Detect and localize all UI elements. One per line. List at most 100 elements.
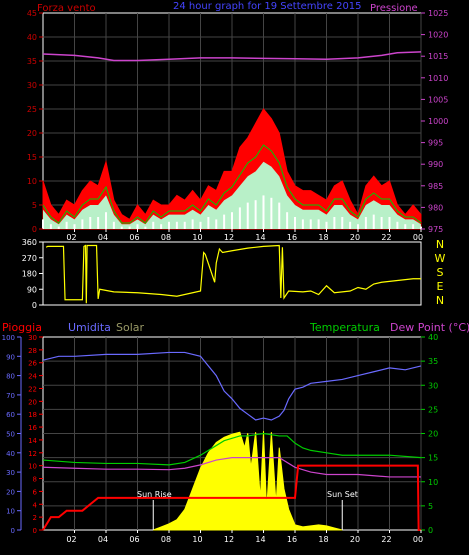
rain-tick-label: 0	[33, 527, 37, 535]
wind-tick-label: 15	[27, 153, 37, 162]
temp-tick-label: 35	[428, 357, 438, 366]
humidity-tick-label: 70	[6, 392, 15, 400]
pressure-tick-label: 1005	[428, 95, 448, 104]
temperature-axis-label: Temperatura	[309, 321, 380, 334]
wind-tick-label: 20	[27, 129, 37, 138]
solar-axis-label: Solar	[116, 321, 145, 334]
pressure-axis-label: Pressione	[370, 3, 418, 14]
wind-pressure-plot	[42, 51, 422, 230]
x-tick-label: 20	[350, 535, 360, 544]
temp-tick-label: 25	[428, 405, 438, 414]
wind-axis-label: Forza vento	[37, 3, 96, 14]
humidity-tick-label: 10	[6, 508, 15, 516]
humidity-tick-label: 30	[6, 469, 15, 477]
x-tick-label: 10	[192, 233, 202, 242]
rain-tick-label: 20	[28, 398, 37, 406]
rain-axis-label: Pioggia	[2, 321, 42, 334]
wind-avg-fill	[43, 161, 421, 229]
dewpoint-axis-label: Dew Point (°C)	[390, 321, 469, 334]
rain-tick-label: 4	[33, 501, 38, 509]
rain-tick-label: 12	[28, 450, 37, 458]
pressure-tick-label: 990	[428, 160, 443, 169]
rain-tick-label: 28	[28, 347, 37, 355]
wind-tick-label: 30	[27, 81, 37, 90]
pressure-tick-label: 1010	[428, 74, 448, 83]
wind-pressure-panel: 0510152025303540459759809859909951000100…	[27, 1, 449, 242]
rain-tick-label: 10	[28, 463, 37, 471]
humidity-tick-label: 60	[6, 411, 15, 419]
x-tick-label: 08	[161, 535, 171, 544]
x-tick-label: 12	[224, 233, 234, 242]
pressure-tick-label: 995	[428, 139, 443, 148]
compass-label: N	[436, 238, 444, 251]
wind-tick-label: 35	[27, 57, 37, 66]
direction-tick-label: 360	[22, 238, 37, 247]
wind-tick-label: 0	[32, 225, 37, 234]
rain-tick-label: 30	[28, 334, 37, 342]
compass-label: S	[437, 266, 444, 279]
sunrise-annotation: Sun Rise	[137, 490, 172, 499]
x-tick-label: 08	[161, 233, 171, 242]
x-tick-label: 14	[255, 233, 265, 242]
temp-tick-label: 10	[428, 478, 438, 487]
chart-title: 24 hour graph for 19 Settembre 2015	[173, 1, 362, 12]
rain-tick-label: 16	[28, 424, 37, 432]
rain-tick-label: 18	[28, 411, 37, 419]
humidity-tick-label: 20	[6, 488, 15, 496]
humidity-axis-label: Umidita	[68, 321, 111, 334]
x-tick-label: 02	[66, 233, 76, 242]
rain-tick-label: 6	[33, 488, 38, 496]
rain-tick-label: 26	[28, 360, 37, 368]
wind-tick-label: 25	[27, 105, 37, 114]
rain-tick-label: 8	[33, 476, 37, 484]
wind-pressure-ticks: 0510152025303540459759809859909951000100…	[27, 9, 449, 242]
humidity-tick-label: 0	[11, 527, 15, 535]
x-tick-label: 06	[129, 535, 139, 544]
rain-series	[42, 464, 421, 531]
humidity-tick-label: 100	[2, 334, 15, 342]
x-tick-label: 06	[129, 233, 139, 242]
x-tick-label: 04	[98, 535, 108, 544]
x-tick-label: 22	[381, 233, 391, 242]
x-tick-label: 16	[287, 233, 297, 242]
rain-tick-label: 22	[28, 385, 37, 393]
pressure-tick-label: 1020	[428, 31, 448, 40]
sunset-annotation: Sun Set	[327, 490, 358, 499]
pressure-tick-label: 1025	[428, 9, 448, 18]
x-tick-label: 00	[413, 233, 423, 242]
wind-tick-label: 40	[27, 33, 37, 42]
compass-label: E	[437, 280, 444, 293]
humidity-series	[42, 351, 422, 421]
pressure-tick-label: 985	[428, 182, 443, 191]
pressure-tick-label: 975	[428, 225, 443, 234]
wind-direction-frame	[42, 241, 422, 306]
rain-tick-label: 24	[28, 373, 37, 381]
x-tick-label: 18	[318, 535, 328, 544]
pressure-tick-label: 1000	[428, 117, 448, 126]
temp-tick-label: 40	[428, 333, 438, 342]
temp-tick-label: 0	[428, 526, 433, 535]
x-tick-label: 02	[66, 535, 76, 544]
humidity-tick-label: 80	[6, 373, 15, 381]
pressure-series	[42, 51, 422, 62]
x-tick-label: 04	[98, 233, 108, 242]
direction-tick-label: 90	[27, 285, 37, 294]
direction-tick-label: 180	[22, 270, 37, 279]
wind-direction-plot	[45, 244, 421, 304]
temp-tick-label: 30	[428, 381, 438, 390]
temp-tick-label: 15	[428, 454, 438, 463]
x-tick-label: 16	[287, 535, 297, 544]
direction-tick-label: 270	[22, 254, 37, 263]
wind-tick-label: 45	[27, 9, 37, 18]
solar-series	[153, 431, 343, 531]
direction-tick-label: 0	[32, 301, 37, 310]
temp-tick-label: 5	[428, 502, 433, 511]
direction-series	[45, 244, 421, 304]
compass-label: N	[436, 294, 444, 307]
humidity-tick-label: 40	[6, 450, 15, 458]
humidity-tick-label: 50	[6, 431, 15, 439]
wind-tick-label: 10	[27, 177, 37, 186]
